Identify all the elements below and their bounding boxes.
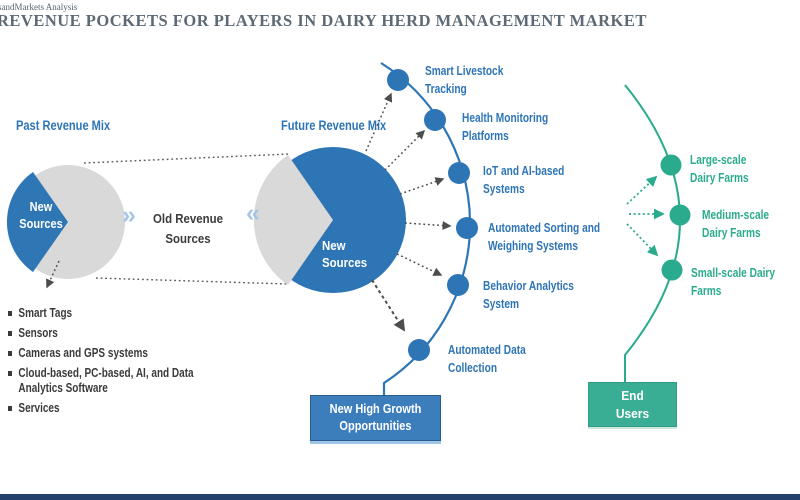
end-user-arc [624,84,681,382]
label-line: Farms [691,283,722,298]
future-revenue-mix-title: Future Revenue Mix [281,118,387,133]
label-line: Large-scale [690,152,747,167]
label-line: Medium-scale [702,207,770,222]
label-line: System [483,296,520,311]
list-item: Sensors [8,326,216,341]
arrow-to-smart-livestock [365,92,393,152]
label-line: Weighing Systems [488,238,578,253]
bullet-square-icon [8,406,12,411]
past-pie-wedge-label: New Sources [15,199,66,233]
footer-bar [0,494,800,500]
label-large-farms: Large-scale Dairy Farms [690,151,749,187]
list-item-text: Cloud-based, PC-based, AI, and Data Anal… [18,366,194,395]
label-line: Small-scale Dairy [691,265,775,280]
label-smart-livestock: Smart Livestock Tracking [425,62,503,98]
projection-line-top [83,153,290,164]
past-pie-to-sources-arrow [46,260,60,289]
label-line: Automated Sorting and [488,220,601,235]
label-line: IoT and AI-based [483,163,565,178]
growth-box-line2: Opportunities [339,419,412,433]
list-item: Cloud-based, PC-based, AI, and Data Anal… [8,366,216,396]
node-medium-farms [669,204,691,226]
watermark-text: sandMarkets Analysis [0,2,78,12]
end-users-box: End Users [588,382,677,427]
list-item: Services [8,401,216,416]
label-line: Health Monitoring [462,110,549,125]
arrow-to-automated-sorting [404,221,452,230]
past-wedge-line1: New [29,200,53,214]
arrow-to-iot-ai [399,177,445,195]
label-line: Collection [448,360,498,375]
node-iot-ai [448,162,470,184]
past-revenue-mix-title: Past Revenue Mix [16,118,111,133]
label-automated-data: Automated Data Collection [448,341,526,377]
bullet-square-icon [8,351,12,356]
past-sources-list: Smart Tags Sensors Cameras and GPS syste… [8,306,216,421]
label-line: Platforms [462,128,509,143]
label-line: Dairy Farms [690,170,749,185]
chevron-left-icon: « [246,199,260,227]
arrow-to-small-farms [626,223,659,257]
future-pie-wedge-label: New Sources [322,237,368,271]
past-wedge-line2: Sources [19,217,63,231]
new-high-growth-opportunities-box: New High Growth Opportunities [310,395,441,441]
past-pie-new-sources-wedge [6,172,69,272]
list-item-text: Sensors [18,326,58,340]
old-revenue-line2: Sources [165,231,211,246]
future-wedge-line2: Sources [322,255,368,270]
bullet-square-icon [8,311,12,316]
node-small-farms [661,259,683,281]
old-revenue-sources-label: Old Revenue Sources [144,209,232,249]
future-wedge-line1: New [322,238,346,253]
node-automated-sorting [456,217,478,239]
label-line: Automated Data [448,342,526,357]
list-item-text: Cameras and GPS systems [18,346,148,360]
label-health-monitoring: Health Monitoring Platforms [462,109,548,145]
label-line: Smart Livestock [425,63,504,78]
label-line: Systems [483,181,525,196]
list-item-text: Services [18,401,60,415]
arrow-to-health-monitoring [384,129,426,171]
label-iot-ai: IoT and AI-based Systems [483,162,564,198]
label-medium-farms: Medium-scale Dairy Farms [702,206,769,242]
arrow-to-automated-data [371,279,406,332]
arrow-to-behavior-analytics [396,253,443,276]
old-revenue-line1: Old Revenue [153,211,223,226]
projection-line-bottom [95,277,289,285]
node-smart-livestock [387,69,409,91]
label-automated-sorting: Automated Sorting and Weighing Systems [488,219,600,255]
label-line: Behavior Analytics [483,278,574,293]
list-item: Cameras and GPS systems [8,346,216,361]
list-item: Smart Tags [8,306,216,321]
label-line: Tracking [425,81,467,96]
node-health-monitoring [424,109,446,131]
growth-box-line1: New High Growth [329,402,422,416]
page-title: REVENUE POCKETS FOR PLAYERS IN DAIRY HER… [0,11,647,30]
list-item-text: Smart Tags [18,306,73,320]
node-automated-data [408,339,430,361]
label-behavior-analytics: Behavior Analytics System [483,277,574,313]
arrow-to-large-farms [626,175,658,205]
label-line: Dairy Farms [702,225,761,240]
bullet-square-icon [8,331,12,336]
future-pie-old-sources-wedge [253,155,333,285]
chevron-right-icon: » [122,201,136,229]
end-users-line2: Users [615,405,650,421]
bullet-square-icon [8,371,12,376]
node-behavior-analytics [447,274,469,296]
node-large-farms [660,154,682,176]
end-users-line1: End [621,387,644,403]
label-small-farms: Small-scale Dairy Farms [691,264,775,300]
